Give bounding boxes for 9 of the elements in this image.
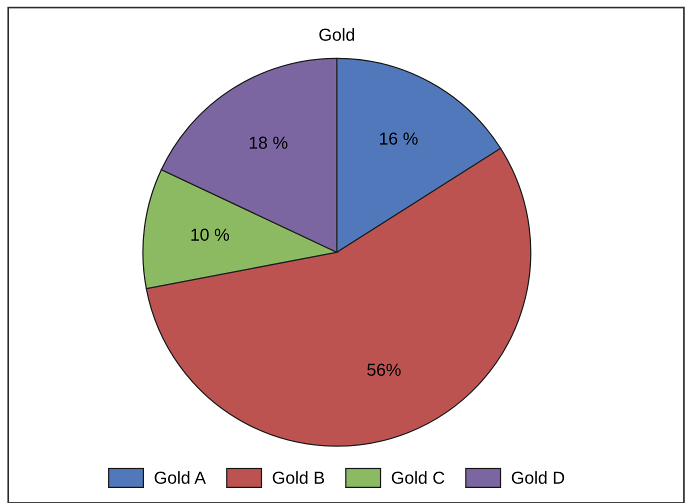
chart-title: Gold (319, 28, 354, 41)
legend-label: Gold B (272, 471, 324, 484)
legend-label: Gold A (154, 471, 206, 484)
legend-label: Gold D (512, 471, 564, 484)
legend-label: Gold C (392, 471, 444, 484)
data-label: 56% (367, 364, 401, 376)
data-label: 18 % (250, 136, 288, 149)
data-label: 16 % (380, 132, 418, 145)
data-label: 10 % (191, 228, 230, 241)
